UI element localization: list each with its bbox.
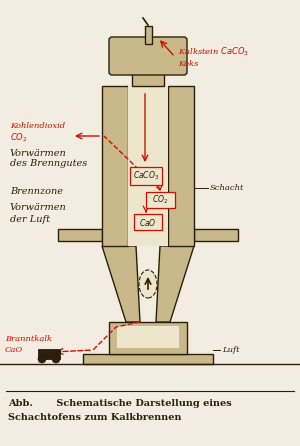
Text: Luft: Luft xyxy=(222,346,239,354)
Bar xyxy=(145,26,152,44)
Bar xyxy=(58,229,102,241)
Circle shape xyxy=(52,355,60,363)
Text: $CO_2$: $CO_2$ xyxy=(152,194,168,206)
Text: CaO: CaO xyxy=(5,346,23,354)
Polygon shape xyxy=(102,246,140,322)
Circle shape xyxy=(38,355,46,363)
Polygon shape xyxy=(156,246,194,322)
Text: Vorwärmen: Vorwärmen xyxy=(10,203,67,212)
Text: Kalkstein $CaCO_3$: Kalkstein $CaCO_3$ xyxy=(178,46,249,58)
Bar xyxy=(83,354,213,364)
Bar xyxy=(134,214,162,230)
Text: der Luft: der Luft xyxy=(10,215,50,223)
Text: $CaO$: $CaO$ xyxy=(139,216,157,227)
Bar xyxy=(194,229,238,241)
Ellipse shape xyxy=(139,270,157,298)
FancyBboxPatch shape xyxy=(109,37,187,75)
Text: $CaCO_3$: $CaCO_3$ xyxy=(133,170,159,182)
Text: Schachtofens zum Kalkbrennen: Schachtofens zum Kalkbrennen xyxy=(8,413,181,422)
Text: Kohlendioxid: Kohlendioxid xyxy=(10,122,65,130)
Bar xyxy=(38,349,60,359)
Text: Vorwärmen: Vorwärmen xyxy=(10,149,67,157)
Bar xyxy=(132,72,164,86)
Text: Branntkalk: Branntkalk xyxy=(5,335,52,343)
Text: des Brenngutes: des Brenngutes xyxy=(10,160,87,169)
Text: $CO_2$: $CO_2$ xyxy=(10,132,28,144)
Bar xyxy=(168,86,194,246)
Text: Brennzone: Brennzone xyxy=(10,186,63,195)
Text: Koks: Koks xyxy=(178,60,198,68)
Bar xyxy=(117,326,179,348)
Text: Abb.       Schematische Darstellung eines: Abb. Schematische Darstellung eines xyxy=(8,400,232,409)
Bar xyxy=(128,86,168,246)
Bar xyxy=(109,322,187,354)
Text: Schacht: Schacht xyxy=(210,184,244,192)
Bar xyxy=(130,167,162,185)
Bar xyxy=(146,192,175,208)
Bar xyxy=(102,86,128,246)
